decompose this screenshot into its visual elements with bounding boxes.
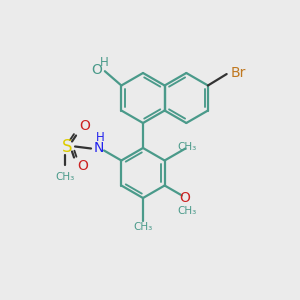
Text: S: S bbox=[62, 137, 72, 155]
Text: CH₃: CH₃ bbox=[177, 206, 196, 215]
Text: H: H bbox=[100, 56, 108, 69]
Text: N: N bbox=[94, 142, 104, 155]
Text: CH₃: CH₃ bbox=[134, 223, 153, 232]
Text: O: O bbox=[92, 63, 102, 77]
Text: O: O bbox=[80, 119, 91, 134]
Text: O: O bbox=[179, 191, 191, 206]
Text: H: H bbox=[96, 131, 104, 144]
Text: CH₃: CH₃ bbox=[178, 142, 197, 152]
Text: O: O bbox=[78, 160, 88, 173]
Text: Br: Br bbox=[231, 66, 246, 80]
Text: CH₃: CH₃ bbox=[56, 172, 75, 182]
